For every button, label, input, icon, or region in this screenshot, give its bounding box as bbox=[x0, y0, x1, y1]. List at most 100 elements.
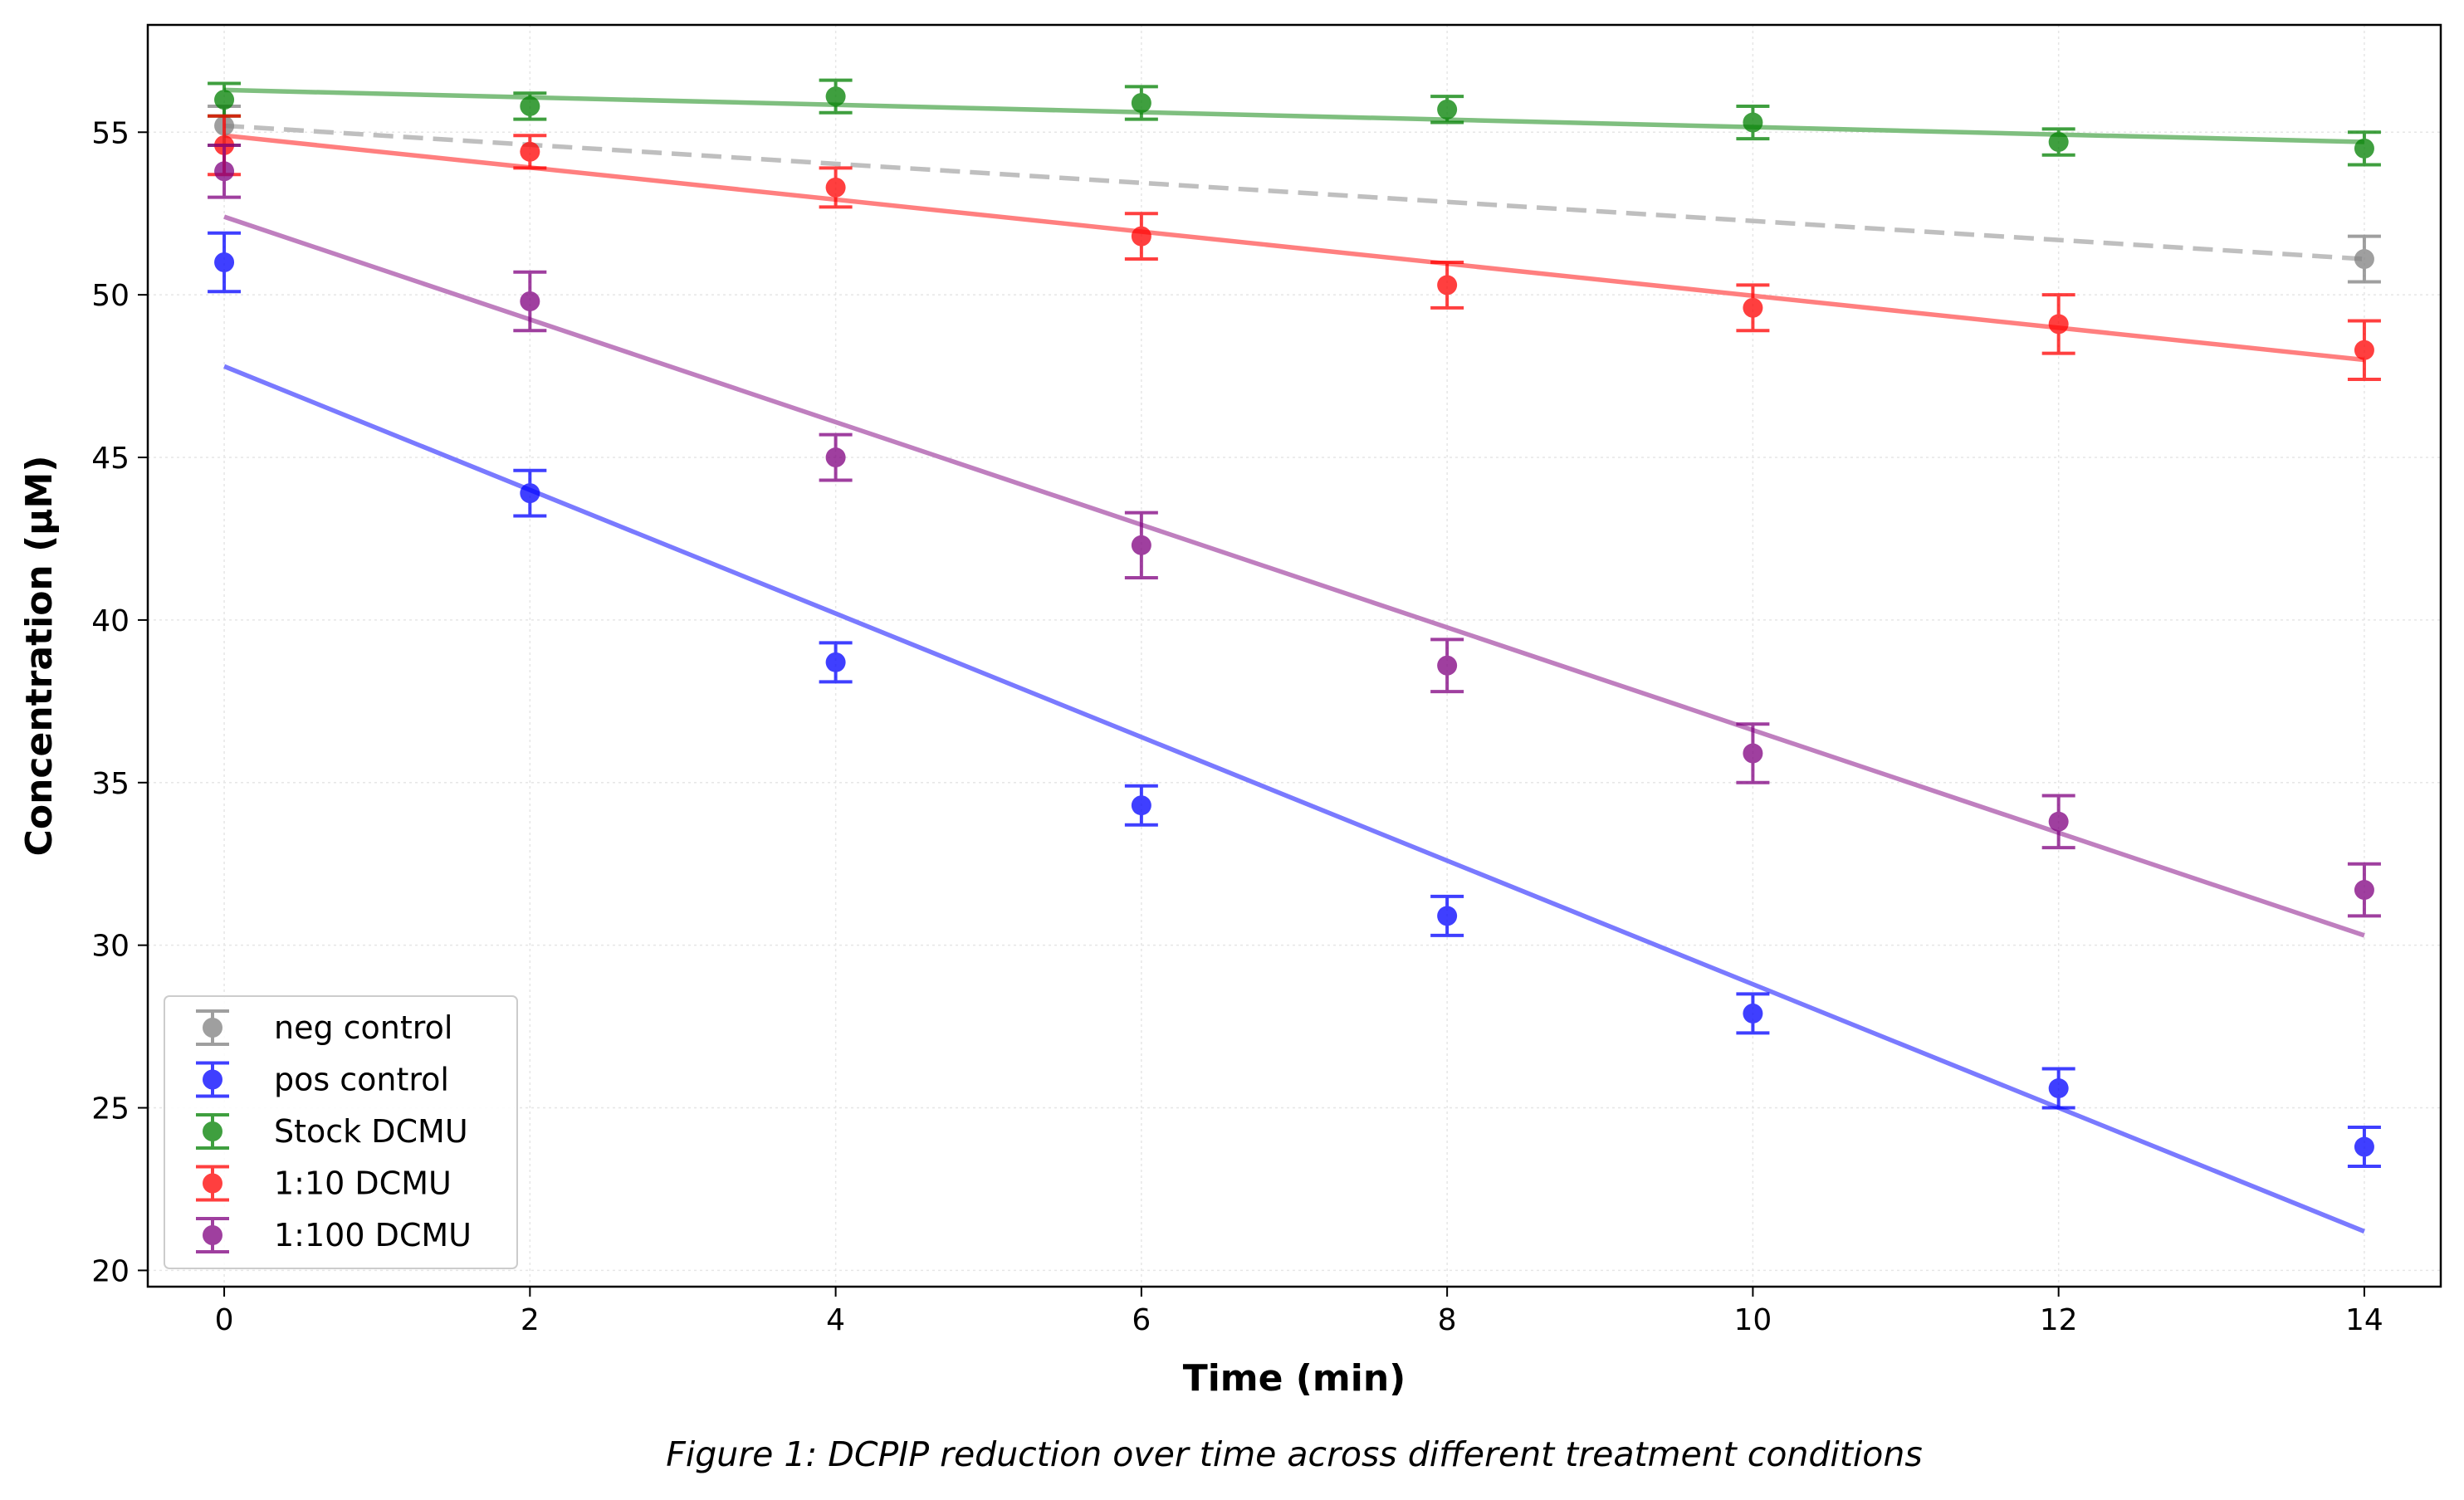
data-point bbox=[513, 270, 547, 333]
legend-label: 1:100 DCMU bbox=[274, 1217, 472, 1253]
data-point bbox=[208, 143, 242, 199]
data-point bbox=[1430, 260, 1464, 310]
data-point bbox=[1736, 283, 1770, 333]
data-point bbox=[2041, 293, 2075, 355]
data-point bbox=[1736, 722, 1770, 784]
data-point bbox=[208, 231, 242, 294]
data-point bbox=[1430, 894, 1464, 937]
data-point bbox=[2041, 794, 2075, 850]
marker bbox=[825, 447, 846, 468]
legend-dot bbox=[203, 1225, 222, 1245]
x-tick-label: 2 bbox=[521, 1303, 540, 1337]
y-tick-label: 25 bbox=[91, 1092, 130, 1126]
data-point bbox=[2041, 1067, 2075, 1110]
plot-area-frame bbox=[146, 23, 2442, 1288]
marker bbox=[2048, 314, 2069, 335]
data-point bbox=[1124, 212, 1158, 261]
legend-label: neg control bbox=[274, 1009, 452, 1046]
data-point bbox=[1736, 992, 1770, 1035]
legend-marker bbox=[196, 1217, 229, 1253]
data-point bbox=[819, 641, 853, 684]
x-tick-label: 6 bbox=[1132, 1303, 1151, 1337]
legend-marker bbox=[196, 1009, 229, 1046]
x-tick-label: 8 bbox=[1438, 1303, 1457, 1337]
data-point bbox=[513, 134, 547, 170]
marker bbox=[2354, 340, 2374, 360]
data-point bbox=[2347, 862, 2381, 918]
fit-line bbox=[223, 123, 2365, 261]
legend-label: pos control bbox=[274, 1062, 449, 1098]
legend-box bbox=[164, 995, 518, 1269]
marker bbox=[1131, 226, 1151, 247]
data-point bbox=[2347, 234, 2381, 284]
data-point bbox=[1430, 95, 1464, 125]
legend-marker bbox=[196, 1165, 229, 1202]
data-point bbox=[513, 91, 547, 121]
x-tick-label: 12 bbox=[2040, 1303, 2078, 1337]
marker bbox=[825, 177, 846, 198]
marker bbox=[825, 652, 846, 672]
marker bbox=[1437, 99, 1458, 120]
y-tick-label: 30 bbox=[91, 930, 130, 964]
marker bbox=[214, 161, 235, 182]
y-tick-label: 50 bbox=[91, 279, 130, 313]
data-point bbox=[513, 468, 547, 518]
data-point bbox=[2041, 127, 2075, 157]
data-points bbox=[208, 78, 2381, 1169]
marker bbox=[520, 141, 540, 162]
data-point bbox=[819, 166, 853, 209]
x-tick-label: 0 bbox=[215, 1303, 234, 1337]
marker bbox=[2354, 880, 2374, 901]
marker bbox=[1743, 297, 1763, 318]
x-tick-label: 14 bbox=[2345, 1303, 2383, 1337]
marker bbox=[520, 483, 540, 504]
data-point bbox=[1736, 104, 1770, 141]
marker bbox=[2354, 138, 2374, 159]
legend-label: 1:10 DCMU bbox=[274, 1165, 452, 1202]
y-tick-label: 55 bbox=[91, 116, 130, 150]
marker bbox=[520, 95, 540, 116]
marker bbox=[1437, 655, 1458, 676]
y-tick-label: 45 bbox=[91, 442, 130, 476]
marker bbox=[1743, 743, 1763, 764]
fit-lines bbox=[223, 87, 2365, 1234]
marker bbox=[1131, 535, 1151, 555]
data-point bbox=[1124, 85, 1158, 121]
data-point bbox=[1124, 511, 1158, 579]
marker bbox=[825, 86, 846, 107]
x-tick-label: 4 bbox=[826, 1303, 845, 1337]
y-tick-label: 35 bbox=[91, 767, 130, 801]
legend-dot bbox=[203, 1173, 222, 1194]
fit-line bbox=[223, 133, 2365, 363]
x-axis-label: Time (min) bbox=[1183, 1357, 1406, 1400]
legend-dot bbox=[203, 1069, 222, 1090]
marker bbox=[1131, 93, 1151, 114]
legend-marker bbox=[196, 1113, 229, 1150]
legend-marker bbox=[196, 1061, 229, 1098]
y-axis-label: Concentration (μM) bbox=[18, 456, 61, 857]
marker bbox=[2048, 811, 2069, 832]
marker bbox=[1437, 906, 1458, 926]
marker bbox=[2048, 1078, 2069, 1099]
marker bbox=[1743, 1003, 1763, 1024]
marker bbox=[1437, 275, 1458, 296]
marker bbox=[214, 90, 235, 110]
data-point bbox=[819, 78, 853, 115]
marker bbox=[2354, 249, 2374, 270]
data-point bbox=[819, 432, 853, 482]
marker bbox=[1743, 112, 1763, 133]
marker bbox=[2354, 1136, 2374, 1157]
marker bbox=[1131, 795, 1151, 816]
axis-ticks: 0 2 4 6 8 10 12 14 20 25 30 35 40 45 50 55 bbox=[91, 116, 2383, 1337]
data-point bbox=[1124, 784, 1158, 827]
x-tick-label: 10 bbox=[1733, 1303, 1772, 1337]
marker bbox=[214, 252, 235, 272]
y-tick-label: 40 bbox=[91, 604, 130, 638]
legend-dot bbox=[203, 1018, 222, 1038]
fit-line bbox=[223, 364, 2365, 1234]
data-point bbox=[1430, 638, 1464, 694]
y-tick-label: 20 bbox=[91, 1254, 130, 1288]
marker bbox=[2048, 132, 2069, 153]
legend-dot bbox=[203, 1121, 222, 1141]
